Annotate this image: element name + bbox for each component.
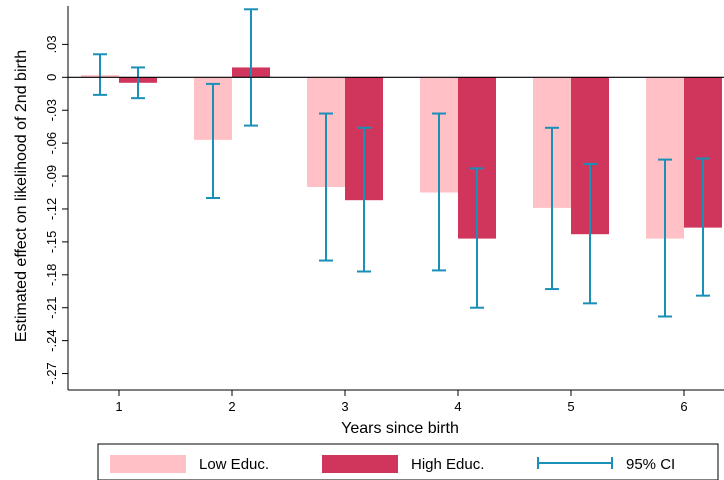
legend-label-low-educ: Low Educ. [199, 456, 269, 473]
legend-box [97, 443, 719, 480]
y-tick-label: -.18 [44, 264, 59, 286]
y-tick-label: -.27 [44, 362, 59, 384]
y-tick-label: -.21 [44, 297, 59, 319]
x-tick-label-5: 5 [567, 399, 574, 414]
y-tick-label: -.03 [44, 99, 59, 121]
y-tick-label: -.12 [44, 198, 59, 220]
legend-label-high-educ: High Educ. [411, 456, 484, 473]
x-tick-label-3: 3 [341, 399, 348, 414]
x-tick-label-2: 2 [228, 399, 235, 414]
x-tick-label-4: 4 [454, 399, 461, 414]
ci-low-educ-3 [319, 112, 333, 262]
ci-high-educ-1 [131, 66, 145, 100]
ci-low-educ-2 [206, 82, 220, 199]
ci-group [93, 8, 710, 318]
legend-swatch-high-educ [322, 455, 398, 473]
y-tick-label: .03 [44, 35, 59, 53]
y-tick-label: 0 [44, 74, 59, 81]
ci-high-educ-5 [583, 162, 597, 305]
ci-low-educ-1 [93, 53, 107, 96]
ci-high-educ-6 [696, 157, 710, 297]
legend-swatch-low-educ [110, 455, 186, 473]
legend-label-ci: 95% CI [626, 456, 675, 473]
bars-group [81, 67, 722, 239]
x-tick-label-6: 6 [680, 399, 687, 414]
legend-swatch-ci [537, 457, 613, 469]
axes-group: 1 2 3 4 5 6 .03 0 -.03 -.06 -.09 -.12 -.15 -.18 -.21 -.… [44, 6, 724, 414]
ci-low-educ-4 [432, 112, 446, 272]
x-tick-label-1: 1 [115, 399, 122, 414]
ci-high-educ-3 [357, 126, 371, 273]
ci-high-educ-2 [244, 8, 258, 127]
x-axis-title: Years since birth [341, 420, 459, 437]
y-tick-label: -.09 [44, 165, 59, 187]
y-tick-label: -.06 [44, 132, 59, 154]
legend: Low Educ. High Educ. 95% CI [97, 443, 719, 480]
ci-low-educ-6 [658, 158, 672, 318]
ci-high-educ-4 [470, 167, 484, 309]
y-tick-label: -.15 [44, 231, 59, 253]
ci-low-educ-5 [545, 126, 559, 291]
y-axis-title: Estimated effect on likelihood of 2nd bi… [13, 50, 30, 342]
y-tick-label: -.24 [44, 329, 59, 351]
